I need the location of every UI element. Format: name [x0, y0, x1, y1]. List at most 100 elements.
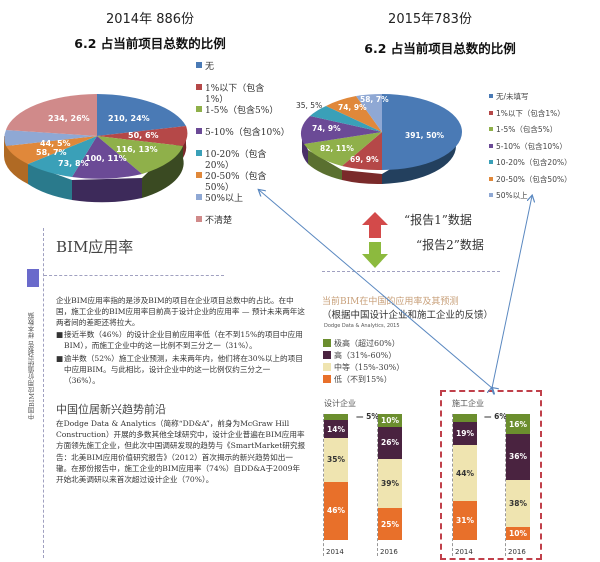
bar-seg-high: 26% [378, 426, 402, 460]
pie-2015-chart-title: 6.2 占当前项目总数的比例 [364, 41, 516, 56]
bar-design-2014-vh-label: — 5% [356, 412, 379, 421]
pie-2015-label-3: 74, 9% [312, 124, 341, 133]
bar-seg-very-high [324, 414, 348, 421]
legend-item: 5-10%（包含10%） [196, 128, 296, 150]
report1-label: “报告1”数据 [404, 213, 472, 227]
pie-2014-label-6: 44, 5% [40, 139, 71, 148]
legend-item: 无/未填写 [489, 91, 599, 108]
legend-item: 5-10%（包含10%） [489, 141, 599, 158]
bar-construction-2016-year: 2016 [508, 548, 526, 556]
pie-2014-label-4: 73, 8% [58, 159, 89, 168]
legend-swatch [196, 106, 202, 112]
bar-seg-medium: 44% [453, 445, 477, 501]
legend-swatch [196, 216, 202, 222]
article-bullet1: ■ 接近半数（46%）的设计企业目前应用率低（在不到15%的项目中应用BIM），… [56, 330, 303, 351]
bar-seg-high: 19% [453, 421, 477, 446]
pie-2015-label-6: 58, 7% [360, 95, 389, 104]
bar-seg-medium: 39% [378, 459, 402, 509]
article-para2: 在Dodge Data & Analytics（简称“DD&A”，前身为McGr… [56, 419, 306, 485]
legend-item: 高（31%-60%） [323, 350, 404, 362]
report2-label: “报告2”数据 [416, 238, 484, 252]
pie-2015-label-2: 82, 11% [320, 144, 354, 153]
bar-seg-high: 36% [506, 434, 530, 480]
legend-swatch [196, 128, 202, 134]
pie-2014-label-0: 210, 24% [108, 114, 150, 123]
bullet-icon: ■ [56, 354, 64, 363]
pie-2015-top [300, 93, 462, 171]
bar-seg-medium: 35% [324, 437, 348, 482]
pie-2015-year-title: 2015年783份 [388, 12, 472, 27]
bar-design-2014-year: 2014 [326, 548, 344, 556]
legend-item: 极高（超过60%） [323, 338, 404, 350]
article-bullet2: ■ 逾半数（52%）施工企业预测，未来两年内，他们将在30%以上的项目中应用BI… [56, 354, 303, 386]
legend-swatch [196, 194, 202, 200]
legend-item: 中等（15%-30%） [323, 362, 404, 374]
pie-2014-legend: 无 1%以下（包含 1%） 1-5%（包含5%） 5-10%（包含10%） 10-… [196, 62, 296, 238]
bar-seg-very-high: 10% [378, 414, 402, 427]
group-label-design: 设计企业 [324, 399, 356, 408]
sidebar-vertical-text: 中国BIM应用价值研究报告 样本数据 [28, 312, 36, 420]
pie-2014-year-title: 2014年 886份 [105, 12, 195, 27]
legend-item: 50%以上 [489, 190, 599, 207]
legend-swatch [196, 84, 202, 90]
bar-chart-source: Dodge Data & Analytics, 2015 [324, 323, 400, 329]
bar-seg-very-high: 16% [506, 414, 530, 435]
bar-seg-high: 14% [324, 420, 348, 438]
pie-2014-label-1: 50, 6% [128, 131, 159, 140]
legend-swatch [196, 62, 202, 68]
pie-2015-legend: 无/未填写 1%以下（包含1%） 1-5%（包含5%） 5-10%（包含10%）… [489, 91, 599, 207]
bar-seg-low: 10% [506, 527, 530, 540]
bar-design-2016-year: 2016 [380, 548, 398, 556]
bar-design-2016: 10% 26% 39% 25% [378, 414, 402, 540]
pie-2015-label-0: 391, 50% [405, 131, 445, 140]
pie-2014-top [4, 94, 188, 179]
bullet-icon: ■ [56, 330, 64, 339]
sidebar-marker [27, 269, 39, 287]
pie-2014-label-3: 100, 11% [85, 154, 127, 163]
legend-item: 1-5%（包含5%） [196, 106, 296, 128]
pie-2015-label-5: 74, 9% [338, 103, 367, 112]
subsection-title: 中国位居新兴趋势前沿 [56, 403, 166, 416]
pie-chart-2014: 210, 24% 50, 6% 116, 13% 100, 11% 73, 8%… [4, 94, 188, 203]
bar-seg-low: 31% [453, 500, 477, 540]
pie-2014-chart-title: 6.2 占当前项目总数的比例 [74, 36, 226, 51]
bar-chart-legend: 极高（超过60%） 高（31%-60%） 中等（15%-30%） 低（不到15%… [323, 338, 404, 386]
legend-item: 20-50%（包含50%） [489, 174, 599, 191]
pie-2015-label-1: 69, 9% [350, 155, 379, 164]
legend-swatch [196, 172, 202, 178]
bar-seg-very-high [453, 414, 477, 422]
section-title: BIM应用率 [56, 238, 134, 256]
bar-construction-2014-vh-label: — 6% [484, 412, 507, 421]
group-label-construction: 施工企业 [452, 399, 484, 408]
pie-2014-label-5: 58, 7% [36, 148, 67, 157]
bar-construction-2014: 19% 44% 31% [453, 414, 477, 540]
bar-chart-subtitle: （根据中国设计企业和施工企业的反馈） [322, 310, 494, 321]
legend-swatch [196, 150, 202, 156]
legend-item: 1-5%（包含5%） [489, 124, 599, 141]
bar-construction-2014-year: 2014 [455, 548, 473, 556]
bar-seg-medium: 38% [506, 479, 530, 528]
bar-chart-title: 当前BIM在中国的应用率及其预测 [322, 297, 459, 307]
divider-vertical [43, 228, 44, 558]
pie-2014-label-7: 234, 26% [48, 114, 90, 123]
bar-seg-low: 25% [378, 508, 402, 540]
legend-item: 低（不到15%） [323, 374, 404, 386]
legend-item: 1%以下（包含1%） [489, 108, 599, 125]
bar-construction-2016: 16% 36% 38% 10% [506, 414, 530, 540]
pie-2015-label-4: 35, 5% [296, 101, 323, 110]
legend-item: 无 [196, 62, 296, 84]
pie-chart-2015: 391, 50% 69, 9% 82, 11% 74, 9% 74, 9% 58… [300, 93, 462, 185]
legend-item: 10-20%（包含20%） [489, 157, 599, 174]
divider-left [44, 275, 224, 276]
up-arrow-icon [362, 212, 388, 238]
arrow-2015-legend-to-construction [492, 196, 532, 388]
article-para1: 企业BIM应用率指的是涉及BIM的项目在企业项目总数中的占比。在中国，施工企业的… [56, 296, 305, 328]
legend-item: 不清楚 [196, 216, 296, 238]
bar-seg-low: 46% [324, 481, 348, 540]
report-arrows [362, 212, 388, 268]
down-arrow-icon [362, 242, 388, 268]
divider-right [322, 271, 500, 272]
